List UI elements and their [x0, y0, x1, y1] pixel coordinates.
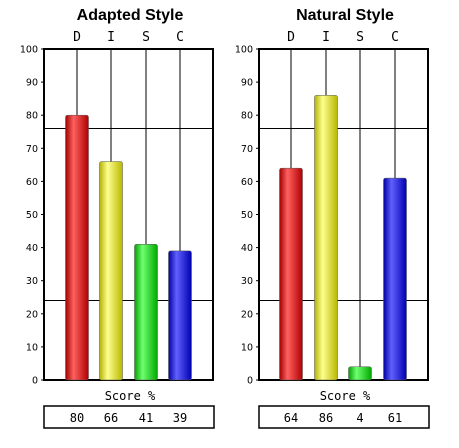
y-tick-label: 100 — [20, 45, 38, 56]
y-tick-label: 30 — [26, 276, 38, 287]
bar-i — [99, 161, 123, 381]
y-tick-label: 20 — [241, 309, 253, 320]
score-value-i: 66 — [104, 411, 118, 425]
y-tick-label: 0 — [247, 376, 253, 387]
y-tick-label: 50 — [26, 210, 38, 221]
natural-style-chart: Natural Style D I S C 0 10 20 30 40 50 60 70 80 9… — [235, 7, 430, 429]
y-tick-label: 80 — [26, 111, 38, 122]
score-box — [43, 405, 215, 429]
category-label-d: D — [287, 30, 295, 45]
category-label-i: I — [322, 30, 330, 45]
y-tick-label: 80 — [241, 111, 253, 122]
y-tick-label: 50 — [241, 210, 253, 221]
category-label-i: I — [107, 30, 115, 45]
score-value-s: 41 — [139, 411, 153, 425]
category-label-s: S — [142, 30, 150, 45]
score-value-s: 4 — [356, 411, 363, 425]
y-tick-label: 30 — [241, 276, 253, 287]
score-value-d: 64 — [284, 411, 298, 425]
category-label-d: D — [73, 30, 81, 45]
score-value-d: 80 — [70, 411, 84, 425]
plot-area: 0 10 20 30 40 50 60 70 80 90 100 — [20, 45, 214, 387]
category-label-s: S — [356, 30, 364, 45]
plot-area: 0 10 20 30 40 50 60 70 80 90 100 — [235, 45, 429, 387]
category-label-c: C — [391, 30, 399, 45]
chart-title: Adapted Style — [77, 7, 184, 24]
y-tick-label: 90 — [26, 78, 38, 89]
bar-c — [168, 250, 192, 381]
y-tick-label: 70 — [241, 144, 253, 155]
bar-d — [65, 114, 89, 381]
y-tick-label: 20 — [26, 309, 38, 320]
y-tick-label: 60 — [26, 177, 38, 188]
bar-c — [383, 177, 407, 381]
category-label-c: C — [176, 30, 184, 45]
y-tick-label: 0 — [32, 376, 38, 387]
score-value-c: 39 — [173, 411, 187, 425]
bar-i — [314, 95, 338, 381]
x-axis-label: Score % — [320, 389, 371, 403]
bar-s — [134, 244, 158, 381]
x-axis-label: Score % — [105, 389, 156, 403]
chart-title: Natural Style — [296, 7, 394, 24]
bar-d — [279, 167, 303, 381]
y-tick-label: 60 — [241, 177, 253, 188]
y-tick-label: 90 — [241, 78, 253, 89]
y-tick-label: 70 — [26, 144, 38, 155]
score-box — [258, 405, 430, 429]
bar-s — [348, 366, 372, 381]
score-value-c: 61 — [388, 411, 402, 425]
y-tick-label: 10 — [241, 342, 253, 353]
score-value-i: 86 — [319, 411, 333, 425]
y-tick-label: 100 — [235, 45, 253, 56]
y-tick-label: 40 — [26, 243, 38, 254]
y-tick-label: 40 — [241, 243, 253, 254]
adapted-style-chart: Adapted Style D I S C 0 10 20 30 40 50 60 70 80 9… — [20, 7, 215, 429]
y-tick-label: 10 — [26, 342, 38, 353]
